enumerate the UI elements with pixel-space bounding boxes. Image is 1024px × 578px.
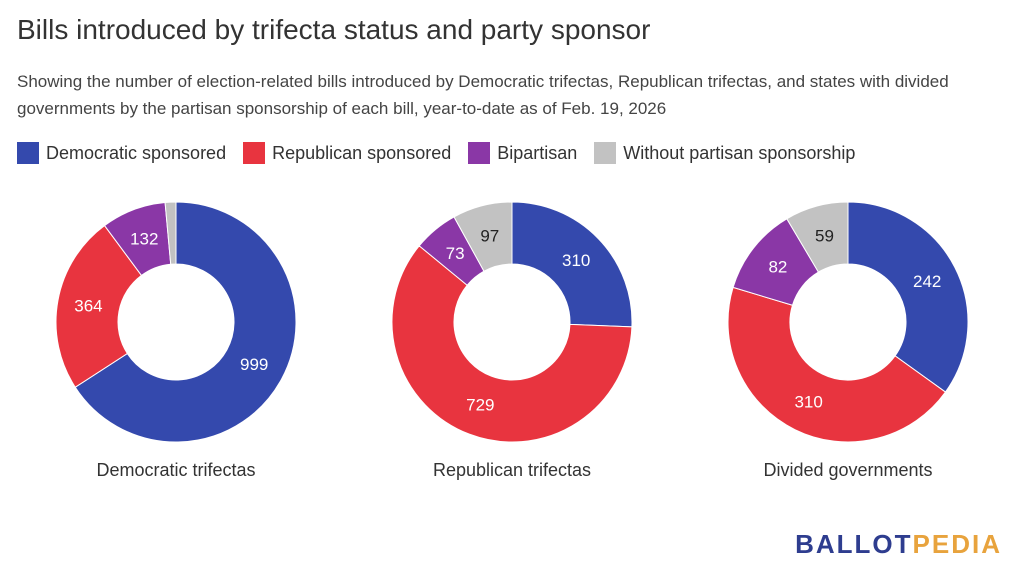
- legend-item-bipartisan: Bipartisan: [468, 142, 577, 164]
- slice-value-label: 999: [240, 355, 268, 374]
- chart-subtitle: Showing the number of election-related b…: [17, 72, 949, 118]
- legend-label-nonpartisan: Without partisan sponsorship: [623, 142, 856, 163]
- slice-value-label: 729: [466, 396, 494, 415]
- donut-slice-republican: [727, 286, 947, 443]
- legend-item-republican: Republican sponsored: [243, 142, 451, 164]
- donut-chart-title: Divided governments: [763, 460, 932, 480]
- donut-slice-nonpartisan: [164, 201, 177, 265]
- legend-item-nonpartisan: Without partisan sponsorship: [594, 142, 855, 164]
- slice-value-label: 310: [794, 392, 822, 411]
- slice-value-label: 97: [480, 226, 499, 245]
- slice-value-label: 364: [74, 297, 102, 316]
- logo-ballot: BALLOT: [795, 529, 913, 559]
- donut-slice-democratic: [511, 201, 633, 328]
- slice-value-label: 132: [130, 229, 158, 248]
- slice-value-label: 73: [446, 244, 465, 263]
- legend-swatch-democratic: [17, 142, 39, 164]
- legend-swatch-nonpartisan: [594, 142, 617, 164]
- donut-slice-democratic: [74, 201, 297, 443]
- legend-swatch-bipartisan: [468, 142, 491, 164]
- donut-chart-title: Democratic trifectas: [96, 460, 255, 480]
- donut-slice-republican: [391, 245, 633, 443]
- legend: Democratic sponsored Republican sponsore…: [17, 142, 872, 164]
- donut-chart-2: 310 729 73 97 Republican trifectas: [391, 201, 633, 480]
- donut-slice-democratic: [847, 201, 969, 393]
- slice-value-label: 82: [768, 258, 787, 277]
- slice-value-label: 242: [913, 272, 941, 291]
- legend-item-democratic: Democratic sponsored: [17, 142, 226, 164]
- donut-slice-nonpartisan: [786, 201, 849, 273]
- donut-chart-1: 999 364 132 Democratic trifectas: [55, 201, 297, 480]
- ballotpedia-logo: BALLOTPEDIA: [795, 529, 1002, 560]
- logo-pedia: PEDIA: [912, 529, 1002, 559]
- slice-value-label: 59: [815, 227, 834, 246]
- chart-title: Bills introduced by trifecta status and …: [17, 14, 651, 45]
- legend-swatch-republican: [243, 142, 266, 164]
- donut-chart-title: Republican trifectas: [433, 460, 591, 480]
- legend-label-democratic: Democratic sponsored: [46, 142, 227, 163]
- legend-label-republican: Republican sponsored: [272, 142, 452, 163]
- legend-label-bipartisan: Bipartisan: [497, 142, 578, 163]
- donut-slice-republican: [55, 224, 143, 388]
- slice-value-label: 310: [562, 251, 590, 270]
- donut-chart-3: 242 310 82 59 Divided governments: [727, 201, 969, 480]
- donut-slice-nonpartisan: [453, 201, 513, 272]
